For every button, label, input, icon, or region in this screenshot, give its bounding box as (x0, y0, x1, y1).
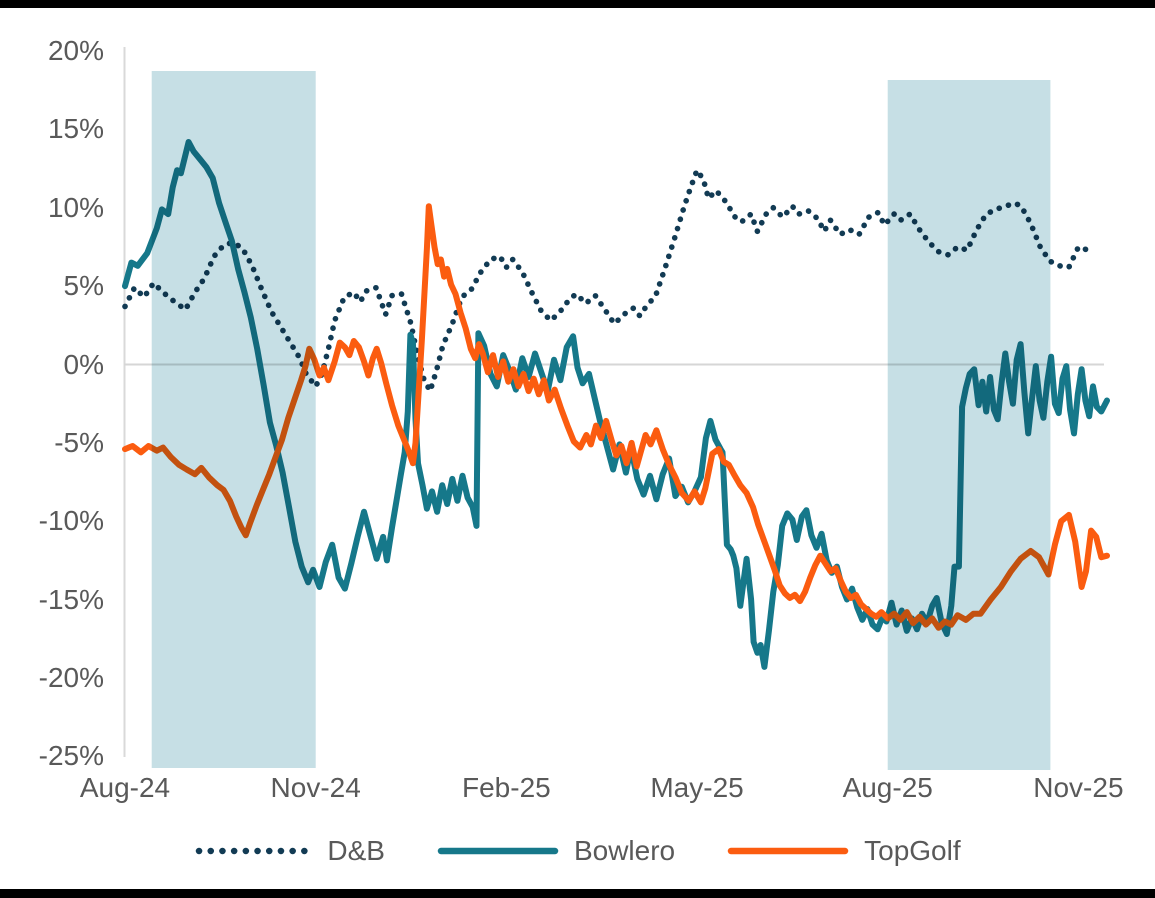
legend-label-topgolf: TopGolf (864, 835, 961, 866)
legend: D&B Bowlero TopGolf (0, 834, 1155, 868)
x-axis-tick-label: Nov-25 (1033, 772, 1124, 803)
x-axis-tick-label: May-25 (650, 772, 744, 803)
legend-item-bowlero: Bowlero (437, 834, 675, 868)
highlight-band (151, 71, 316, 768)
legend-item-dnb: D&B (194, 834, 385, 868)
bottom-border (0, 889, 1155, 898)
legend-label-dnb: D&B (327, 835, 385, 866)
y-axis-tick-label: 5% (63, 270, 104, 302)
legend-label-bowlero: Bowlero (573, 835, 676, 866)
solid-line-swatch-icon (437, 847, 559, 855)
y-axis-tick-label: -5% (54, 426, 104, 458)
y-axis-tick-label: 15% (47, 113, 104, 145)
x-axis-tick-label: Aug-25 (842, 772, 933, 803)
x-axis-tick-label: Aug-24 (79, 772, 171, 803)
y-axis-tick-label: 0% (63, 348, 104, 380)
x-axis-tick-label: Feb-25 (462, 772, 551, 803)
top-border (0, 0, 1155, 8)
solid-line-swatch-icon (727, 847, 849, 855)
highlight-band (887, 80, 1051, 770)
y-axis-tick-label: -25% (38, 740, 104, 772)
y-axis-tick-label: -20% (38, 661, 104, 693)
y-axis-tick-label: -15% (38, 583, 104, 615)
legend-item-topgolf: TopGolf (727, 834, 961, 868)
y-axis-tick-label: -10% (38, 505, 104, 537)
dotted-line-swatch-icon (196, 847, 311, 855)
y-axis-tick-label: 10% (47, 191, 104, 223)
x-axis-tick-label: Nov-24 (270, 772, 361, 803)
y-axis-tick-label: 20% (47, 35, 104, 67)
